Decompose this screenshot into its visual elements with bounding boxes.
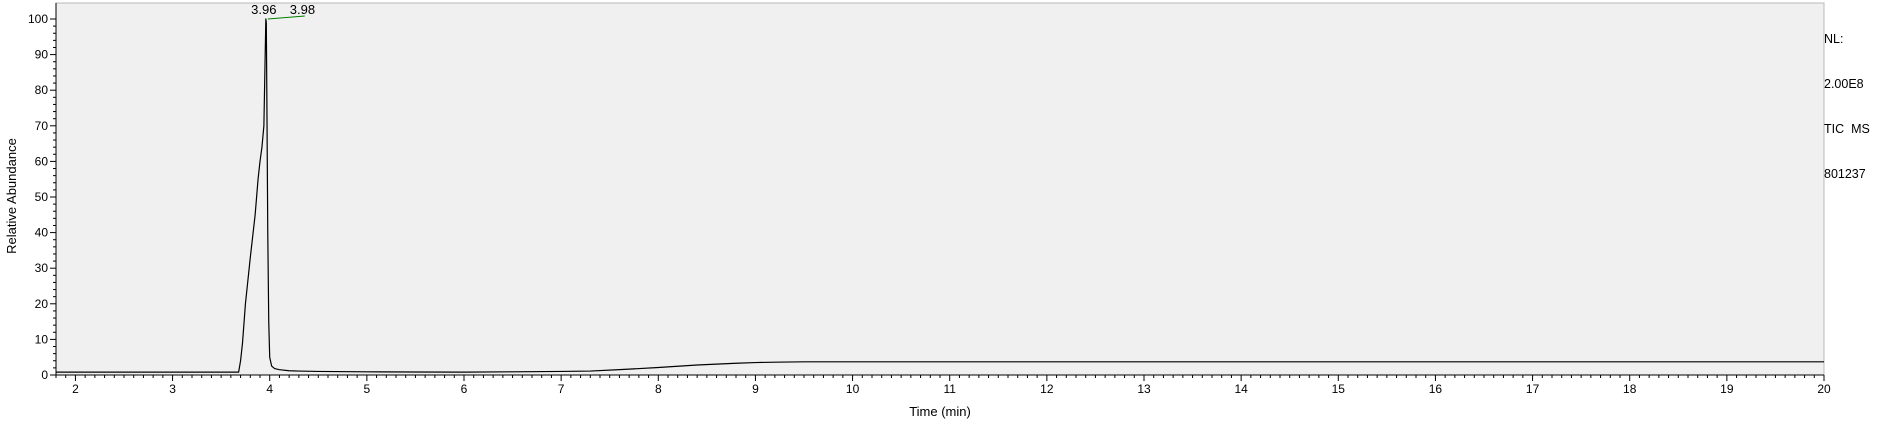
x-tick-label: 3 (169, 382, 176, 396)
y-axis-title: Relative Abundance (4, 138, 19, 254)
trace-info: NL: 2.00E8 TIC MS 801237 (1824, 2, 1870, 197)
x-tick-label: 14 (1234, 382, 1248, 396)
x-tick-label: 19 (1720, 382, 1734, 396)
x-tick-label: 8 (655, 382, 662, 396)
x-tick-label: 16 (1429, 382, 1443, 396)
x-tick-label: 15 (1332, 382, 1346, 396)
tic-trace (56, 18, 1824, 373)
x-tick-label: 4 (266, 382, 273, 396)
x-tick-label: 5 (364, 382, 371, 396)
x-tick-label: 9 (752, 382, 759, 396)
peak-annotations: 3.96 3.98 (251, 2, 315, 20)
trace-layer (56, 18, 1824, 373)
x-tick-label: 2 (72, 382, 79, 396)
y-tick-label: 50 (35, 190, 49, 204)
y-tick-label: 80 (35, 83, 49, 97)
peak-marker-line (267, 15, 305, 20)
plot-area (55, 2, 1825, 376)
x-axis-title: Time (min) (909, 404, 971, 419)
x-tick-label: 7 (558, 382, 565, 396)
peak-label: 3.98 (290, 2, 315, 17)
x-tick-label: 11 (943, 382, 956, 396)
peak-label: 3.96 (251, 2, 276, 17)
x-tick-label: 18 (1623, 382, 1637, 396)
y-axis-ticks: 0 10 20 30 40 50 60 70 80 90 100 (28, 12, 56, 382)
nl-label: NL: (1824, 32, 1844, 46)
x-tick-label: 12 (1040, 382, 1054, 396)
y-tick-label: 100 (28, 12, 48, 26)
nl-value: 2.00E8 (1824, 77, 1864, 91)
x-tick-label: 20 (1817, 382, 1831, 396)
x-tick-label: 17 (1526, 382, 1540, 396)
y-tick-label: 20 (35, 297, 49, 311)
file-id: 801237 (1824, 167, 1866, 181)
y-tick-label: 10 (35, 332, 49, 346)
x-tick-label: 10 (846, 382, 860, 396)
y-tick-label: 70 (35, 119, 49, 133)
y-tick-label: 30 (35, 261, 49, 275)
y-tick-label: 90 (35, 48, 49, 62)
x-tick-label: 13 (1137, 382, 1151, 396)
y-tick-label: 0 (41, 368, 48, 382)
trace-type: TIC MS (1824, 122, 1870, 136)
x-tick-label: 6 (461, 382, 468, 396)
x-axis-ticks: 2 3 4 5 6 7 8 9 10 11 12 13 14 15 16 17 18 19 20 (55, 375, 1831, 396)
y-tick-label: 40 (35, 226, 49, 240)
y-tick-label: 60 (35, 154, 49, 168)
